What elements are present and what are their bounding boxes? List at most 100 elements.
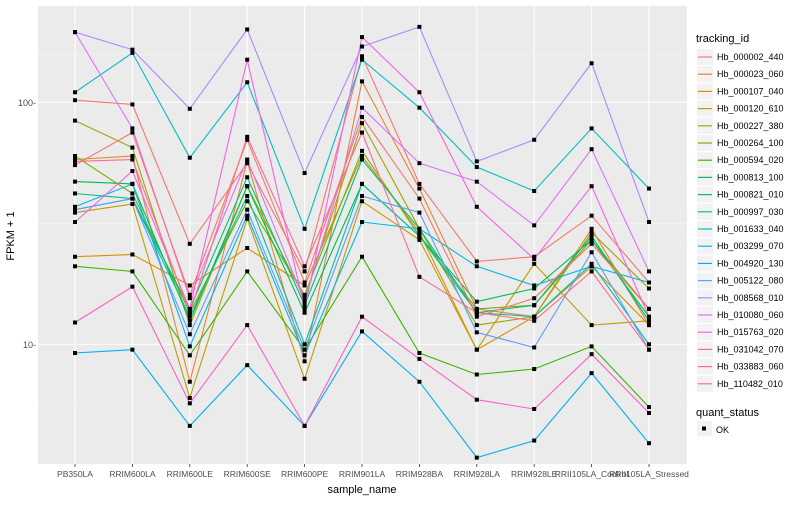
data-point [302, 303, 307, 308]
data-point [532, 283, 537, 288]
data-point [73, 153, 77, 158]
x-tick-label: PB350LA [57, 469, 93, 479]
data-point [647, 220, 651, 225]
data-point [73, 264, 77, 269]
data-point [474, 455, 479, 460]
data-point [245, 216, 250, 221]
legend-label: Hb_000120_610 [717, 104, 784, 114]
data-point [73, 118, 77, 123]
data-point [245, 80, 250, 85]
data-point [73, 159, 77, 164]
x-tick-label: RRIM928LA [454, 469, 501, 479]
data-point [647, 405, 651, 410]
data-point [187, 283, 192, 288]
data-point [302, 296, 307, 301]
data-point [302, 269, 307, 274]
legend-label: Hb_000594_020 [717, 155, 784, 165]
data-point [589, 241, 594, 246]
data-point [532, 137, 537, 142]
data-point [474, 306, 479, 311]
data-point [360, 181, 364, 186]
data-point [245, 184, 250, 189]
data-point [417, 379, 422, 384]
data-point [532, 303, 537, 308]
data-point [360, 254, 364, 259]
data-point [360, 193, 364, 198]
data-point [360, 35, 364, 40]
x-tick-label: RRIM600SE [224, 469, 272, 479]
data-point [532, 286, 537, 291]
data-point [417, 356, 422, 361]
data-point [360, 148, 364, 153]
data-point [302, 280, 307, 285]
data-point [417, 226, 422, 231]
data-point [589, 226, 594, 231]
data-point [302, 359, 307, 364]
data-point [647, 342, 651, 347]
data-point [474, 159, 479, 164]
data-point [73, 207, 77, 212]
data-point [417, 181, 422, 186]
data-point [245, 323, 250, 328]
data-point [417, 230, 422, 235]
data-point [130, 347, 135, 352]
data-point [417, 24, 422, 29]
legend-label: Hb_000107_040 [717, 86, 784, 96]
shape-legend-title: quant_status [696, 407, 759, 419]
data-point [302, 264, 307, 269]
data-point [245, 269, 250, 274]
data-point [474, 299, 479, 304]
data-point [245, 199, 250, 204]
data-point [302, 376, 307, 381]
series-points [73, 24, 651, 460]
data-point [647, 186, 651, 191]
data-point [532, 188, 537, 193]
data-point [302, 171, 307, 176]
data-point [647, 441, 651, 446]
x-tick-label: RRIM600PE [281, 469, 329, 479]
data-point [417, 234, 422, 239]
y-tick-label: 100- [18, 98, 36, 108]
data-point [474, 372, 479, 377]
data-point [474, 323, 479, 328]
data-point [187, 106, 192, 111]
data-point [187, 332, 192, 337]
data-point [360, 54, 364, 59]
x-tick-label: RRIM928LE [511, 469, 558, 479]
data-point [302, 283, 307, 288]
data-point [130, 169, 135, 174]
data-point [73, 30, 77, 35]
data-point [302, 306, 307, 311]
data-point [647, 347, 651, 352]
legend-items: Hb_000002_440 Hb_000023_060 Hb_000107_040 H… [697, 49, 784, 392]
data-point [187, 323, 192, 328]
data-point [417, 105, 422, 110]
data-point [532, 438, 537, 443]
legend-label: Hb_001633_040 [717, 224, 784, 234]
data-point [73, 220, 77, 225]
data-point [73, 351, 77, 356]
data-point [302, 292, 307, 297]
data-point [589, 371, 594, 376]
legend-label: Hb_110482_010 [717, 379, 783, 389]
data-point [360, 121, 364, 126]
data-point [302, 226, 307, 231]
data-point [73, 98, 77, 103]
data-point [302, 310, 307, 315]
data-point [360, 105, 364, 110]
x-tick-label: RRII105LA_Stressed [609, 469, 689, 479]
data-point [302, 342, 307, 347]
data-point [73, 204, 77, 209]
data-point [474, 330, 479, 335]
data-point [130, 196, 135, 201]
data-point [73, 179, 77, 184]
y-axis-title: FPKM + 1 [5, 211, 17, 260]
data-point [360, 314, 364, 319]
data-point [532, 345, 537, 350]
data-point [187, 241, 192, 246]
data-point [360, 220, 364, 225]
data-point [73, 90, 77, 95]
data-point [245, 193, 250, 198]
data-point [589, 250, 594, 255]
